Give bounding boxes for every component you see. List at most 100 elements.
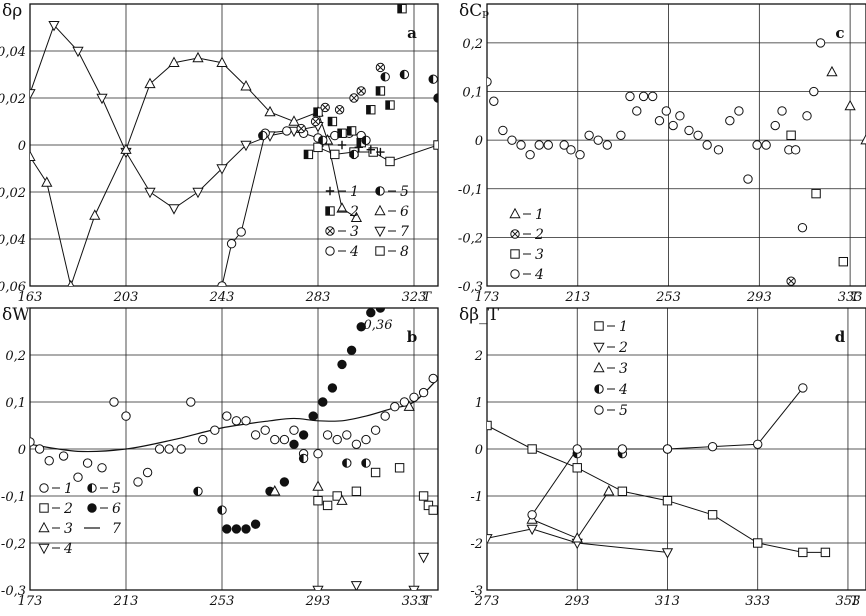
series-square: [786, 130, 849, 267]
data-point: [144, 77, 156, 89]
legend-item: 7: [374, 224, 409, 240]
data-point: [330, 149, 340, 160]
data-point: [860, 133, 866, 145]
legend-label: 6: [112, 501, 121, 517]
legend-marker: [39, 503, 49, 513]
data-point: [684, 125, 694, 136]
legend-marker: [375, 246, 385, 256]
data-point: [322, 430, 333, 440]
legend-item: 3: [38, 521, 73, 537]
data-point: [433, 140, 438, 150]
data-point: [250, 430, 261, 440]
series-triangle-up: [30, 51, 363, 286]
legend-item: 2: [510, 227, 544, 243]
data-point: [350, 211, 363, 223]
legend-marker: [87, 503, 97, 513]
panel-letter: d: [835, 328, 846, 346]
legend-item: 4: [594, 382, 628, 398]
legend-item: 3: [325, 224, 359, 240]
legend-label: 4: [534, 267, 544, 283]
legend-marker: [510, 229, 520, 239]
legend-label: 3: [535, 247, 544, 263]
series-halfcircle: [258, 69, 438, 160]
data-point: [409, 392, 419, 402]
data-point: [376, 147, 385, 157]
data-point: [675, 111, 685, 121]
data-point: [258, 130, 268, 141]
data-point: [584, 130, 594, 140]
data-point: [761, 140, 771, 150]
data-point: [390, 402, 400, 412]
x-tick-label: 283: [305, 290, 331, 305]
data-point: [385, 156, 395, 167]
data-layer: [487, 383, 831, 559]
data-point: [743, 174, 753, 184]
data-point: [575, 150, 585, 160]
data-point: [616, 130, 626, 140]
data-point: [375, 86, 386, 96]
series-cross: [786, 276, 796, 286]
x-axis-label: T: [422, 594, 432, 609]
y-tick-label: 0: [18, 443, 26, 458]
data-point: [798, 383, 808, 393]
legend-label: 1: [535, 207, 544, 223]
legend-item: 8: [375, 244, 409, 260]
data-point: [332, 434, 342, 445]
data-point: [366, 145, 375, 154]
x-tick-label: 243: [209, 290, 235, 305]
data-point: [236, 227, 246, 237]
data-point: [647, 91, 658, 102]
y-tick-label: 0,1: [5, 396, 26, 411]
data-layer: [30, 4, 438, 286]
data-point: [617, 444, 628, 454]
data-point: [346, 345, 357, 355]
legend-label: 2: [534, 227, 544, 243]
y-tick-label: -0,06: [0, 280, 26, 295]
legend-item: 1: [325, 184, 359, 200]
data-point: [336, 202, 348, 213]
x-tick-label: 293: [564, 594, 590, 609]
data-point: [802, 111, 812, 121]
series-line: [30, 57, 357, 286]
data-point: [186, 397, 196, 407]
legend-label: 4: [63, 541, 73, 557]
data-layer: [30, 308, 438, 590]
data-point: [48, 20, 60, 32]
fit-curve: [30, 378, 438, 453]
legend-label: 7: [112, 521, 121, 537]
data-point: [282, 126, 292, 136]
data-point: [815, 38, 826, 48]
data-point: [241, 416, 251, 426]
legend-label: 2: [618, 340, 628, 356]
x-tick-label: 163: [18, 290, 43, 305]
data-point: [231, 416, 242, 426]
legend-marker: [510, 249, 520, 259]
series-line: [30, 24, 319, 210]
data-point: [487, 77, 492, 87]
x-tick-label: 173: [18, 594, 43, 609]
data-point: [313, 107, 323, 117]
data-point: [668, 120, 678, 131]
data-point: [428, 373, 438, 384]
data-point: [625, 91, 635, 102]
x-tick-label: 253: [655, 290, 681, 305]
data-point: [44, 456, 54, 466]
data-point: [370, 467, 381, 478]
x-axis-label: T: [850, 594, 860, 609]
data-point: [408, 585, 420, 590]
x-tick-label: 333: [745, 594, 770, 609]
legend-label: 3: [350, 224, 359, 240]
data-point: [777, 106, 787, 116]
data-point: [327, 383, 338, 393]
data-point: [380, 411, 390, 421]
legend-label: 1: [619, 319, 628, 335]
legend-marker: [593, 342, 605, 354]
data-point: [418, 491, 429, 501]
data-point: [487, 534, 493, 545]
legend-label: 2: [349, 204, 359, 220]
data-point: [489, 96, 499, 106]
data-point: [417, 552, 430, 564]
data-point: [264, 105, 276, 117]
